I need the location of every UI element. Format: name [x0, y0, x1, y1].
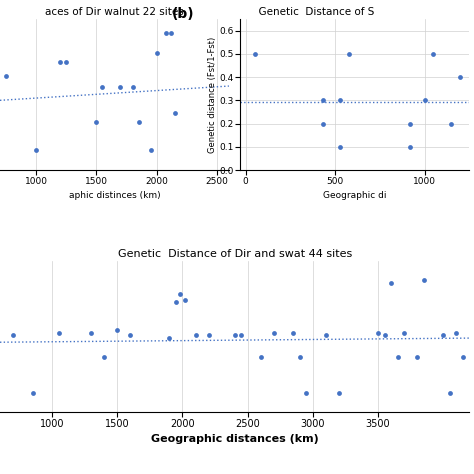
Point [337, 143, 344, 151]
Point [447, 120, 455, 128]
Point [165, 334, 173, 342]
Point [346, 50, 353, 58]
Point [231, 331, 238, 339]
Point [100, 354, 108, 361]
Point [374, 329, 382, 337]
Point [413, 354, 421, 361]
Point [319, 120, 327, 128]
Point [452, 329, 460, 337]
Point [63, 58, 70, 65]
Point [191, 331, 200, 339]
Y-axis label: Genetic distance (Fst/1-Fst): Genetic distance (Fst/1-Fst) [208, 36, 217, 153]
Point [406, 143, 414, 151]
Point [56, 58, 64, 65]
Point [2, 72, 10, 80]
Point [319, 97, 327, 104]
Point [439, 331, 447, 339]
Point [387, 279, 395, 287]
Point [92, 118, 100, 126]
Point [446, 389, 454, 397]
Point [381, 331, 388, 339]
X-axis label: Geographic distances (km): Geographic distances (km) [151, 434, 319, 444]
Point [406, 120, 414, 128]
Point [302, 389, 310, 397]
Point [456, 73, 464, 81]
Point [135, 118, 142, 126]
Point [270, 329, 278, 337]
Point [172, 299, 180, 306]
Text: (b): (b) [172, 7, 194, 21]
Point [421, 97, 428, 104]
Point [117, 84, 124, 91]
Point [430, 50, 438, 58]
X-axis label: aphic distinces (km): aphic distinces (km) [69, 191, 160, 200]
Point [113, 326, 121, 334]
Point [176, 290, 183, 298]
Point [171, 109, 179, 117]
Point [296, 354, 303, 361]
Point [257, 354, 264, 361]
Point [335, 389, 343, 397]
Point [153, 49, 160, 57]
Text: Genetic  Distance of S: Genetic Distance of S [252, 7, 374, 17]
Point [167, 29, 175, 37]
Point [32, 146, 40, 154]
Point [9, 331, 17, 339]
Point [181, 296, 189, 303]
Point [147, 146, 155, 154]
Point [129, 84, 137, 91]
Point [205, 331, 212, 339]
Point [337, 97, 344, 104]
Point [322, 331, 329, 339]
Point [29, 389, 36, 397]
Point [163, 29, 170, 37]
Point [459, 354, 466, 361]
Point [420, 276, 428, 284]
Point [87, 329, 95, 337]
Point [237, 331, 245, 339]
Point [290, 329, 297, 337]
Point [55, 329, 63, 337]
Point [127, 331, 134, 339]
X-axis label: Geographic di: Geographic di [323, 191, 387, 200]
Point [251, 50, 258, 58]
Title: aces of Dir walnut 22 sites: aces of Dir walnut 22 sites [45, 7, 184, 17]
Point [394, 354, 401, 361]
Point [400, 329, 408, 337]
Title: Genetic  Distance of Dir and swat 44 sites: Genetic Distance of Dir and swat 44 site… [118, 249, 352, 259]
Point [99, 84, 106, 91]
